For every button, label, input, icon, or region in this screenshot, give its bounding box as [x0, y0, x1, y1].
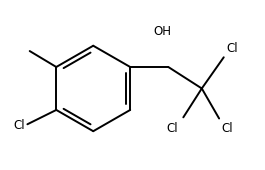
Text: OH: OH [153, 25, 171, 38]
Text: Cl: Cl [166, 122, 178, 135]
Text: Cl: Cl [14, 119, 25, 132]
Text: Cl: Cl [226, 42, 238, 55]
Text: Cl: Cl [222, 122, 233, 135]
